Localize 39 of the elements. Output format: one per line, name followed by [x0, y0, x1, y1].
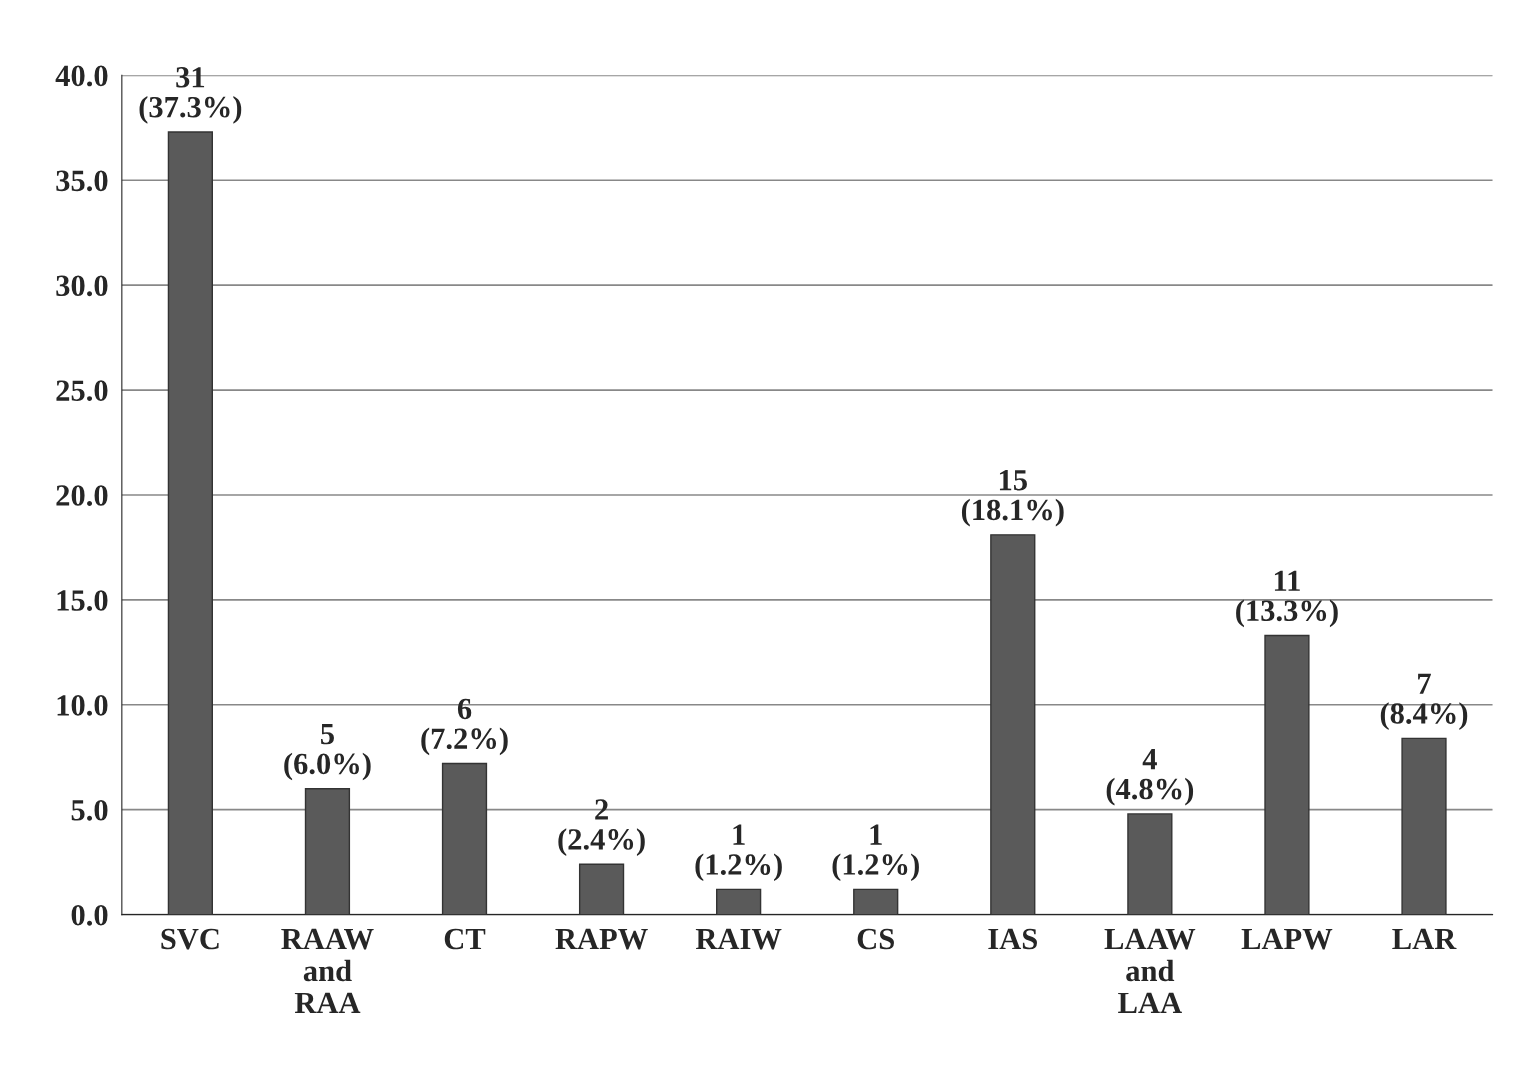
data-label: 4 (4.8%) [1106, 749, 1194, 806]
x-tick-label: CS [857, 928, 894, 950]
y-tick-label: 15.0 [57, 590, 108, 611]
bar [716, 888, 762, 915]
x-tick-label: LAAW and LAA [1104, 928, 1196, 1013]
bar [1127, 813, 1173, 915]
bar [304, 788, 351, 915]
bar [167, 131, 214, 915]
x-tick-label: RAIW [695, 928, 782, 950]
x-tick-label: RAAW and RAA [281, 928, 374, 1013]
bar [1264, 634, 1310, 915]
y-tick-label: 30.0 [56, 275, 108, 297]
y-tick-label: 5.0 [71, 799, 108, 821]
x-tick-label: IAS [988, 928, 1037, 950]
data-label: 15 (18.1%) [961, 469, 1064, 527]
x-tick-label: LAPW [1241, 928, 1333, 950]
data-label: 5 (6.0%) [284, 724, 371, 781]
y-tick-label: 40.0 [55, 65, 108, 87]
y-tick-label: 35.0 [56, 170, 108, 192]
data-label: 31 (37.3%) [139, 67, 242, 124]
bar [578, 863, 625, 915]
y-tick-label: 10.0 [57, 695, 108, 716]
bar [990, 534, 1036, 915]
data-label: 1 (1.2%) [832, 824, 919, 882]
x-tick-label: RAPW [555, 928, 648, 950]
bar [1401, 737, 1447, 915]
bar [441, 762, 488, 915]
x-tick-label: SVC [161, 928, 219, 950]
bar [853, 888, 899, 915]
data-label: 2 (2.4%) [558, 799, 645, 856]
x-tick-label: CT [444, 928, 486, 950]
data-label: 11 (13.3%) [1236, 570, 1338, 628]
data-label: 7 (8.4%) [1380, 673, 1468, 731]
y-tick-label: 25.0 [56, 380, 108, 402]
y-tick-label: 0.0 [71, 904, 108, 926]
data-label: 6 (7.2%) [421, 698, 508, 756]
data-label: 1 (1.2%) [695, 824, 782, 882]
x-tick-label: LAR [1392, 928, 1457, 949]
y-tick-label: 20.0 [56, 485, 108, 506]
